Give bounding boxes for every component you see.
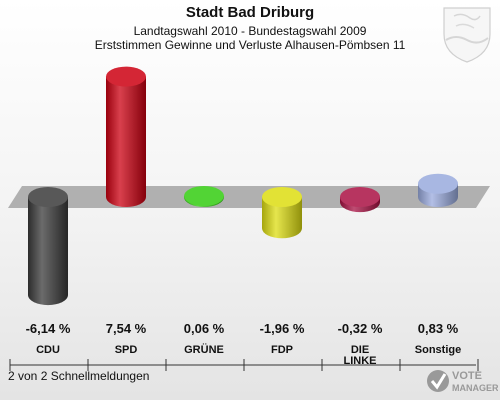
coat-of-arms-icon bbox=[443, 7, 491, 63]
chart-title: Stadt Bad Driburg bbox=[185, 4, 315, 21]
category-label: LINKE bbox=[344, 355, 377, 367]
bar-cap bbox=[28, 187, 68, 207]
value-label: -1,96 % bbox=[260, 321, 305, 336]
votemanager-logo: VOTE MANAGER bbox=[427, 370, 498, 393]
bar-sonstige bbox=[418, 173, 458, 207]
bar-gr-ne bbox=[184, 186, 224, 207]
bar-cdu bbox=[28, 187, 68, 306]
category-label: Sonstige bbox=[415, 344, 461, 356]
bar-fdp bbox=[262, 187, 302, 239]
chart-subtitle-district: Erststimmen Gewinne und Verluste Alhause… bbox=[94, 38, 406, 52]
value-label: 0,06 % bbox=[184, 321, 225, 336]
category-label: GRÜNE bbox=[184, 343, 224, 356]
bar-cap bbox=[184, 186, 224, 207]
bar-cap bbox=[106, 66, 146, 87]
bar-spd bbox=[106, 66, 146, 207]
value-label: 0,83 % bbox=[418, 321, 459, 336]
bar-body bbox=[262, 197, 302, 239]
category-label: SPD bbox=[115, 344, 138, 356]
bar-body bbox=[106, 76, 146, 207]
chart-subtitle-election: Landtagswahl 2010 - Bundestagswahl 2009 bbox=[133, 24, 367, 38]
bar-cap bbox=[262, 187, 302, 207]
value-label: -6,14 % bbox=[26, 321, 71, 336]
bar-body bbox=[28, 197, 68, 306]
svg-text:MANAGER: MANAGER bbox=[452, 383, 498, 393]
value-label: 7,54 % bbox=[106, 321, 147, 336]
zero-baseline-plane bbox=[8, 186, 490, 208]
footer-note: 2 von 2 Schnellmeldungen bbox=[8, 369, 150, 383]
bar-cap bbox=[418, 173, 458, 194]
category-label: FDP bbox=[271, 344, 293, 356]
svg-text:VOTE: VOTE bbox=[452, 370, 482, 382]
category-label: CDU bbox=[36, 344, 60, 356]
category-label: DIE bbox=[351, 344, 369, 356]
value-label: -0,32 % bbox=[338, 321, 383, 336]
bar-cap bbox=[340, 187, 380, 207]
bar-die-linke bbox=[340, 187, 380, 213]
